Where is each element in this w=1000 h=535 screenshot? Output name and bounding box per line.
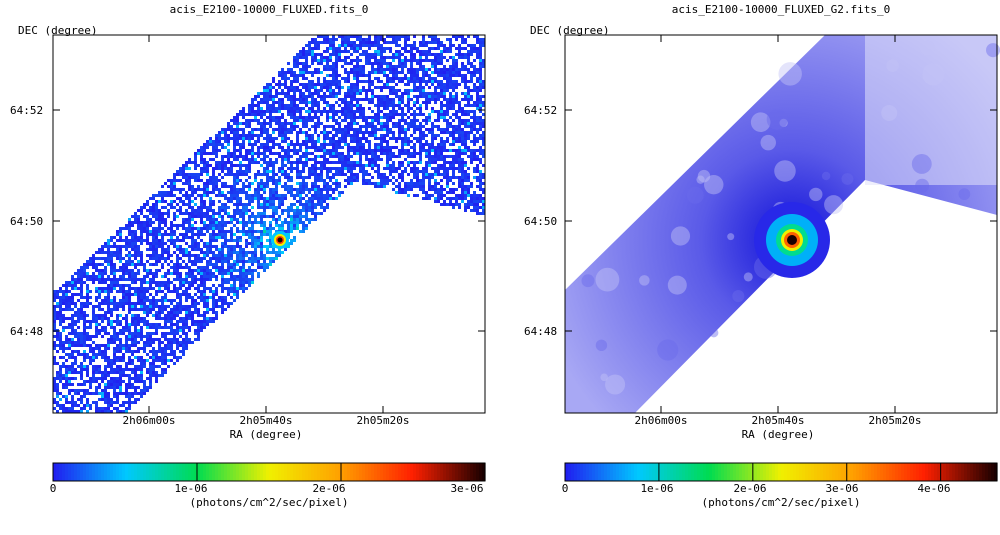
left-y-axis-label: DEC (degree) (18, 24, 97, 37)
right-image-area[interactable] (565, 35, 1000, 413)
right-colorbar (565, 463, 998, 481)
left-plot-title: acis_E2100-10000_FLUXED.fits_0 (170, 3, 369, 16)
left-ytick-label: 64:52 (10, 104, 43, 117)
point-source (787, 235, 797, 245)
left-xtick-label: 2h05m40s (240, 414, 293, 427)
left-colorbar (53, 463, 486, 481)
left-plot-frame (52, 34, 486, 414)
right-plot-title: acis_E2100-10000_FLUXED_G2.fits_0 (672, 3, 891, 16)
right-y-axis-label: DEC (degree) (530, 24, 609, 37)
right-x-axis-label: RA (degree) (742, 428, 815, 441)
right-plot-frame (564, 34, 998, 414)
left-cbar-tick-label: 2e-06 (312, 482, 345, 495)
left-cbar-tick-label: 0 (50, 482, 57, 495)
right-cbar-tick-label: 2e-06 (733, 482, 766, 495)
right-cbar-unit-label: (photons/cm^2/sec/pixel) (702, 496, 861, 509)
right-cbar-tick-label: 4e-06 (917, 482, 950, 495)
point-source (277, 237, 283, 243)
left-cbar-tick-label: 3e-06 (450, 482, 483, 495)
left-xtick-label: 2h06m00s (123, 414, 176, 427)
right-cbar-tick-label: 3e-06 (825, 482, 858, 495)
left-cbar-unit-label: (photons/cm^2/sec/pixel) (190, 496, 349, 509)
left-xtick-label: 2h05m20s (357, 414, 410, 427)
right-cbar-tick-label: 1e-06 (640, 482, 673, 495)
left-image-area[interactable] (53, 35, 485, 413)
right-xtick-label: 2h05m20s (869, 414, 922, 427)
right-xtick-label: 2h05m40s (752, 414, 805, 427)
right-ytick-label: 64:50 (524, 215, 557, 228)
left-ytick-label: 64:48 (10, 325, 43, 338)
right-image-panel: acis_E2100-10000_FLUXED_G2.fits_0 DEC (d… (524, 3, 1000, 509)
left-x-axis-label: RA (degree) (230, 428, 303, 441)
left-cbar-tick-label: 1e-06 (174, 482, 207, 495)
right-ytick-label: 64:52 (524, 104, 557, 117)
right-cbar-tick-label: 0 (562, 482, 569, 495)
left-image-panel: acis_E2100-10000_FLUXED.fits_0 DEC (degr… (10, 3, 486, 509)
right-xtick-label: 2h06m00s (635, 414, 688, 427)
right-ytick-label: 64:48 (524, 325, 557, 338)
left-ytick-label: 64:50 (10, 215, 43, 228)
